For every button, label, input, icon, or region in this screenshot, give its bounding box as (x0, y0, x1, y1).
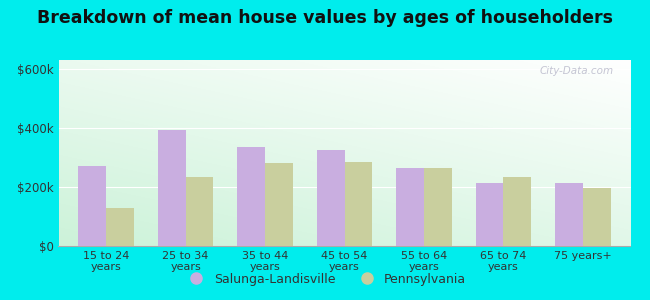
Bar (317, 150, 345, 246)
Bar (79, 166, 106, 246)
Bar (555, 182, 583, 246)
Legend: Salunga-Landisville, Pennsylvania: Salunga-Landisville, Pennsylvania (179, 268, 471, 291)
Bar (583, 188, 610, 246)
Bar (424, 168, 452, 246)
Bar (396, 168, 424, 246)
Bar (503, 177, 531, 246)
Bar (476, 182, 503, 246)
Bar (265, 163, 293, 246)
Bar (158, 130, 186, 246)
Bar (344, 162, 372, 246)
Text: City-Data.com: City-Data.com (540, 66, 614, 76)
Bar (186, 177, 213, 246)
Bar (237, 147, 265, 246)
Bar (106, 208, 134, 246)
Text: Breakdown of mean house values by ages of householders: Breakdown of mean house values by ages o… (37, 9, 613, 27)
